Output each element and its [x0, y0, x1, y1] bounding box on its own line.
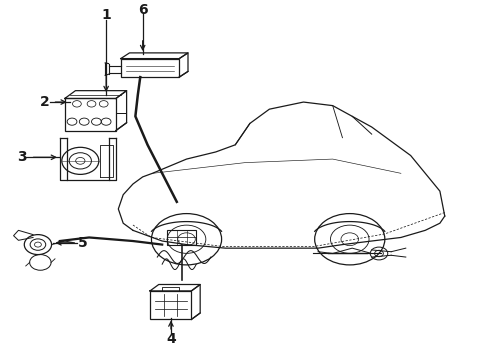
- Text: 3: 3: [17, 150, 26, 164]
- Bar: [65, 99, 116, 131]
- Text: 2: 2: [40, 95, 50, 109]
- Text: 5: 5: [78, 236, 88, 250]
- Text: 6: 6: [138, 3, 147, 17]
- Bar: [167, 230, 196, 244]
- Bar: [121, 59, 179, 77]
- Text: 1: 1: [101, 8, 111, 22]
- Bar: [150, 291, 192, 319]
- Text: 4: 4: [166, 332, 176, 346]
